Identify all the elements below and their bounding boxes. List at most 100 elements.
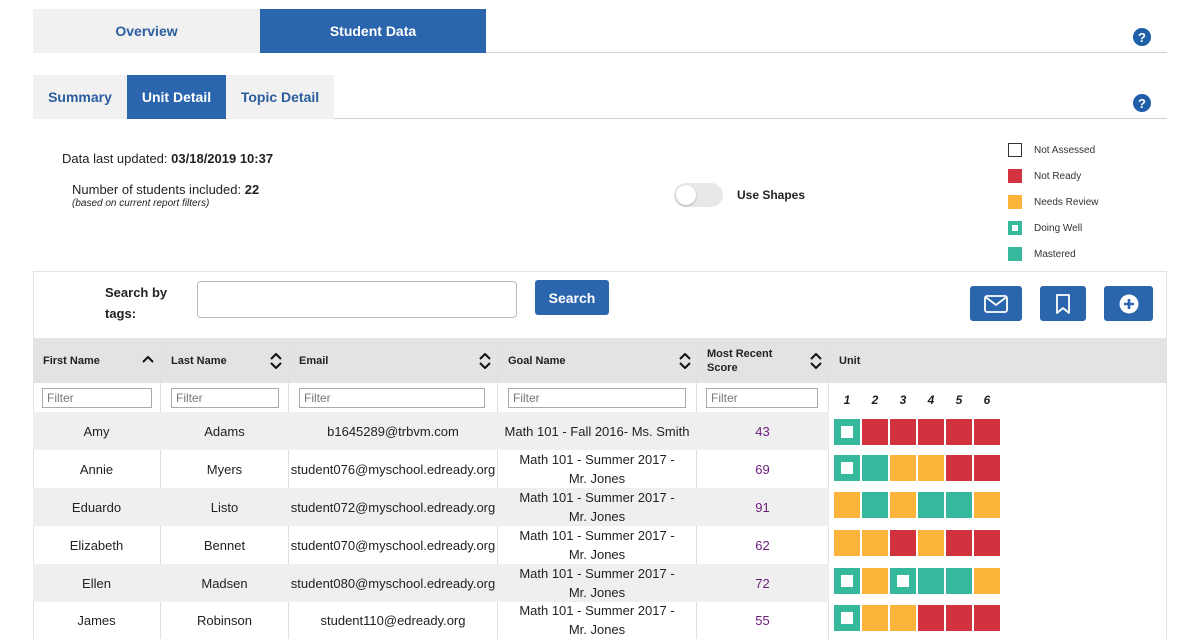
unit-status-square[interactable]: [974, 568, 1000, 594]
cell-last-name: Madsen: [201, 575, 248, 591]
table-row[interactable]: Amy Adams b1645289@trbvm.com Math 101 - …: [33, 412, 829, 450]
unit-status-square[interactable]: [946, 568, 972, 594]
report-panel: [33, 271, 1167, 639]
unit-status-square[interactable]: [834, 455, 860, 481]
unit-status-square[interactable]: [890, 530, 916, 556]
unit-status-square[interactable]: [862, 419, 888, 445]
use-shapes-toggle[interactable]: [674, 183, 723, 207]
table-header: First Name Last Name Email Goal Name Mos…: [33, 338, 1167, 383]
table-row[interactable]: Ellen Madsen student080@myschool.edready…: [33, 564, 829, 602]
legend-label: Mastered: [1034, 248, 1076, 260]
unit-status-square[interactable]: [974, 455, 1000, 481]
cell-last-name: Adams: [204, 423, 245, 439]
legend-item-not-ready: Not Ready: [1008, 163, 1098, 189]
cell-score: 72: [755, 575, 770, 591]
use-shapes-label: Use Shapes: [737, 188, 806, 202]
column-label: Email: [299, 354, 329, 367]
unit-status-square[interactable]: [974, 530, 1000, 556]
unit-status-square[interactable]: [946, 605, 972, 631]
sort-icon[interactable]: [270, 353, 282, 369]
unit-status-square[interactable]: [918, 419, 944, 445]
filter-last-name-input[interactable]: [171, 388, 279, 408]
unit-status-square[interactable]: [946, 530, 972, 556]
help-icon[interactable]: ?: [1133, 28, 1151, 46]
unit-status-square[interactable]: [834, 492, 860, 518]
unit-status-square[interactable]: [946, 492, 972, 518]
unit-status-square[interactable]: [834, 530, 860, 556]
unit-status-square[interactable]: [834, 605, 860, 631]
column-first-name[interactable]: First Name: [33, 338, 160, 383]
cell-first-name: Eduardo: [71, 499, 122, 515]
legend-item-doing-well: Doing Well: [1008, 215, 1098, 241]
unit-status-square[interactable]: [918, 455, 944, 481]
unit-status-square[interactable]: [918, 605, 944, 631]
cell-email: student110@edready.org: [320, 612, 466, 628]
unit-status-square[interactable]: [834, 568, 860, 594]
unit-status-square[interactable]: [862, 492, 888, 518]
column-email[interactable]: Email: [289, 338, 497, 383]
help-icon[interactable]: ?: [1133, 94, 1151, 112]
legend-item-needs-review: Needs Review: [1008, 189, 1098, 215]
column-most-recent-score[interactable]: Most Recent Score: [697, 338, 828, 383]
data-last-updated: Data last updated: 03/18/2019 10:37: [62, 151, 273, 166]
cell-score: 43: [755, 423, 770, 439]
table-row[interactable]: Annie Myers student076@myschool.edready.…: [33, 450, 829, 488]
unit-status-square[interactable]: [834, 419, 860, 445]
cell-last-name: Myers: [206, 461, 243, 477]
table-row[interactable]: James Robinson student110@edready.org Ma…: [33, 601, 829, 639]
unit-status-square[interactable]: [862, 530, 888, 556]
unit-status-square[interactable]: [918, 492, 944, 518]
unit-status-square[interactable]: [890, 455, 916, 481]
tab-student-data[interactable]: Student Data: [260, 9, 486, 53]
unit-status-square[interactable]: [918, 530, 944, 556]
unit-status-square[interactable]: [946, 419, 972, 445]
column-goal-name[interactable]: Goal Name: [498, 338, 697, 383]
table-row[interactable]: Eduardo Listo student072@myschool.edread…: [33, 488, 829, 526]
unit-status-square[interactable]: [862, 455, 888, 481]
unit-status-square[interactable]: [974, 419, 1000, 445]
unit-number: 1: [843, 393, 851, 407]
unit-status-square[interactable]: [862, 568, 888, 594]
tab-summary[interactable]: Summary: [33, 75, 127, 119]
email-button[interactable]: [970, 286, 1022, 321]
filter-first-name-input[interactable]: [42, 388, 152, 408]
sort-icon[interactable]: [810, 353, 822, 369]
filter-goal-name-input[interactable]: [508, 388, 686, 408]
unit-status-square[interactable]: [890, 492, 916, 518]
search-tags-label: Search by tags:: [105, 285, 168, 321]
unit-status-square[interactable]: [862, 605, 888, 631]
unit-status-square[interactable]: [890, 605, 916, 631]
unit-status-square[interactable]: [974, 492, 1000, 518]
sort-icon[interactable]: [479, 353, 491, 369]
cell-email: student070@myschool.edready.org: [290, 537, 496, 553]
sort-icon[interactable]: [679, 353, 691, 369]
cell-goal-name: Math 101 - Summer 2017 - Mr. Jones: [519, 566, 675, 600]
column-unit: Unit: [829, 338, 1029, 383]
unit-status-square[interactable]: [946, 455, 972, 481]
cell-goal-name: Math 101 - Summer 2017 - Mr. Jones: [519, 528, 675, 562]
column-label: Goal Name: [508, 354, 566, 367]
add-button[interactable]: [1104, 286, 1153, 321]
filter-email-input[interactable]: [299, 388, 485, 408]
tab-unit-detail[interactable]: Unit Detail: [127, 75, 226, 119]
unit-number: 4: [927, 393, 935, 407]
bookmark-button[interactable]: [1040, 286, 1086, 321]
column-last-name[interactable]: Last Name: [161, 338, 288, 383]
unit-status-square[interactable]: [974, 605, 1000, 631]
cell-score: 91: [755, 499, 770, 515]
table-row[interactable]: Elizabeth Bennet student070@myschool.edr…: [33, 526, 829, 564]
legend-item-mastered: Mastered: [1008, 241, 1098, 267]
unit-status-square[interactable]: [890, 419, 916, 445]
search-tags-input[interactable]: [197, 281, 517, 318]
cell-goal-name: Math 101 - Summer 2017 - Mr. Jones: [519, 603, 675, 637]
search-button[interactable]: Search: [535, 280, 609, 315]
sort-asc-icon[interactable]: [142, 355, 154, 363]
updated-value: 03/18/2019 10:37: [171, 151, 274, 166]
students-value: 22: [244, 182, 260, 197]
legend-label: Not Ready: [1034, 170, 1082, 182]
unit-status-square[interactable]: [918, 568, 944, 594]
unit-status-square[interactable]: [890, 568, 916, 594]
filter-score-input[interactable]: [706, 388, 818, 408]
tab-overview[interactable]: Overview: [33, 9, 260, 53]
tab-topic-detail[interactable]: Topic Detail: [226, 75, 334, 119]
